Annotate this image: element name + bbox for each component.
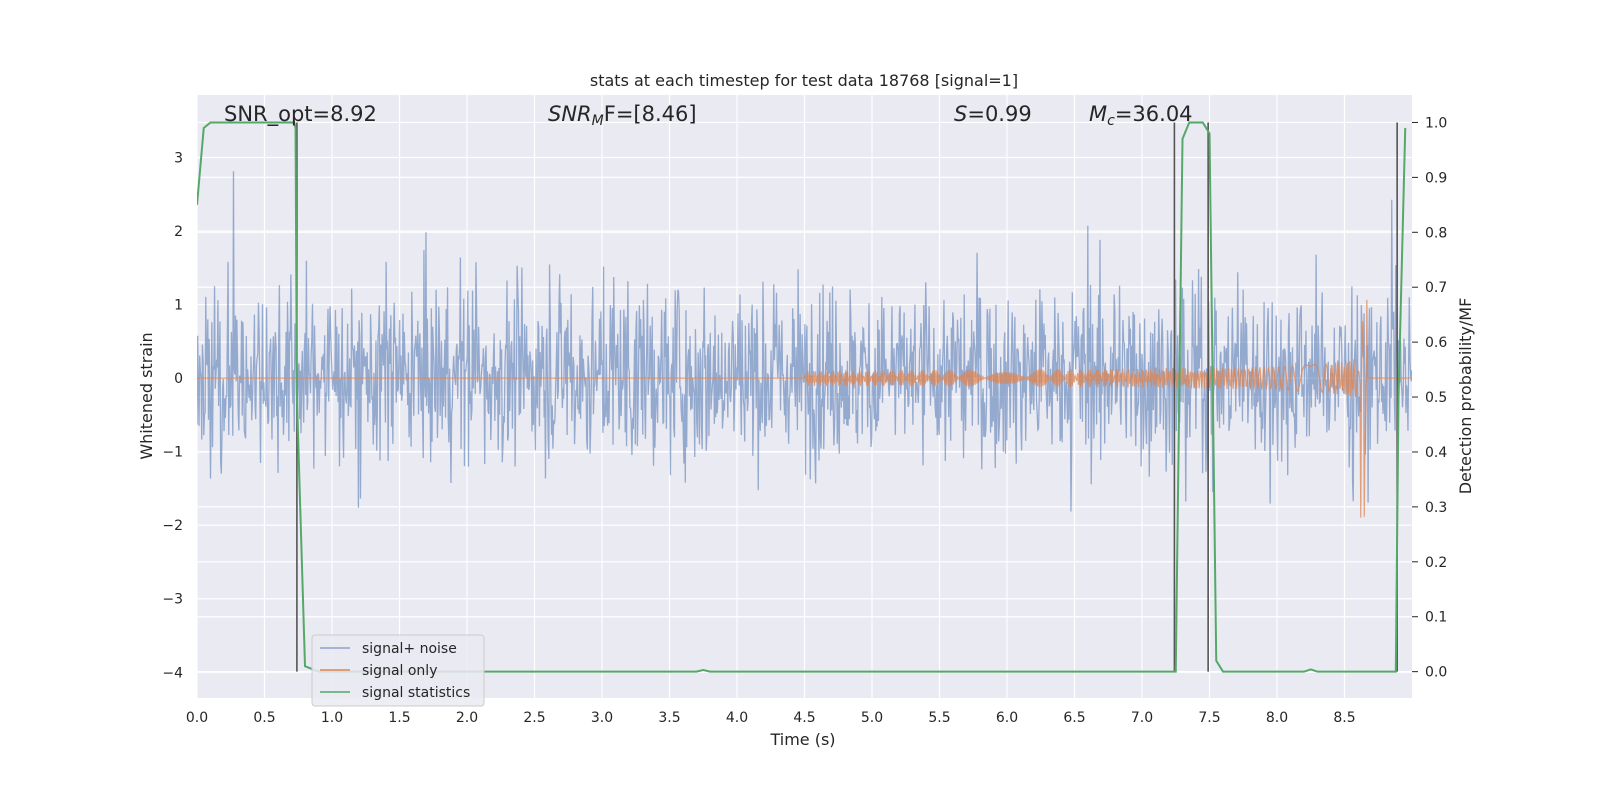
y-tick-label: 3 [174,151,183,167]
stats-line [197,121,1407,673]
annotation-snr-mf-label: SNR [548,102,592,126]
y2-tick-label: 0.1 [1425,610,1447,626]
x-tick-label: 0.5 [253,710,275,726]
annotation-mc: Mc=36.04 [1089,102,1193,129]
x-tick-label: 6.5 [1063,710,1085,726]
y-tick-label: −4 [162,665,183,681]
x-tick-label: 8.0 [1266,710,1288,726]
y2-tick-label: 0.6 [1425,335,1447,351]
x-axis-label: Time (s) [769,730,835,749]
x-tick-label: 2.5 [523,710,545,726]
y2-tick-label: 1.0 [1425,115,1447,131]
x-tick-label: 3.5 [658,710,680,726]
x-tick-label: 5.5 [928,710,950,726]
y2-tick-label: 0.4 [1425,445,1447,461]
series-signal-only [197,299,1412,518]
x-tick-label: 6.0 [996,710,1018,726]
legend-box [311,634,485,707]
annotation-s-value: =0.99 [967,102,1031,126]
series-signal-statistics [197,121,1407,673]
y-tick-label: 2 [174,224,183,240]
x-tick-label: 7.0 [1131,710,1153,726]
y-axis-ticks: −4 −3 −2 −1 0 1 2 3 [162,151,183,682]
annotation-snr-mf-sub: M [592,113,604,129]
x-tick-label: 5.0 [861,710,883,726]
chart-title: stats at each timestep for test data 187… [590,71,1018,90]
y2-tick-label: 0.9 [1425,170,1447,186]
x-tick-label: 4.0 [726,710,748,726]
x-tick-label: 4.5 [793,710,815,726]
annotation-mc-value: =36.04 [1115,102,1193,126]
y2-tick-label: 0.8 [1425,225,1447,241]
y2-axis-ticks: 0.0 0.1 0.2 0.3 0.4 0.5 0.6 0.7 0.8 0.9 1.0 [1412,115,1447,681]
x-tick-label: 7.5 [1198,710,1220,726]
annotation-s: S=0.99 [954,102,1032,126]
y2-axis-label: Detection probability/MF [1456,298,1475,495]
y2-tick-label: 0.0 [1425,665,1447,681]
y-tick-label: −3 [162,592,183,608]
legend-label-stats: signal statistics [362,685,470,701]
legend-label-noise: signal+ noise [362,641,457,657]
annotation-s-label: S [954,102,967,126]
legend: signal+ noise signal only signal statist… [311,634,485,707]
y-tick-label: −2 [162,518,183,534]
x-tick-label: 8.5 [1333,710,1355,726]
annotation-mc-label: M [1089,102,1107,126]
y2-tick-label: 0.7 [1425,280,1447,296]
y2-tick-label: 0.5 [1425,390,1447,406]
annotation-snr-mf: SNRMF=[8.46] [548,102,697,129]
signal-line [197,299,1412,518]
x-tick-label: 3.0 [591,710,613,726]
y-tick-label: −1 [162,445,183,461]
annotation-snr-opt: SNR_opt=8.92 [224,102,377,127]
y2-tick-label: 0.2 [1425,555,1447,571]
x-tick-label: 2.0 [456,710,478,726]
y-tick-label: 1 [174,298,183,314]
y2-tick-label: 0.3 [1425,500,1447,516]
annotation-mc-sub: c [1107,113,1115,129]
x-tick-label: 1.5 [388,710,410,726]
x-axis-ticks: 0.0 0.5 1.0 1.5 2.0 2.5 3.0 3.5 4.0 4.5 5.0 5.5 6.0 6… [186,710,1356,726]
x-tick-label: 0.0 [186,710,208,726]
y-axis-label: Whitened strain [137,332,156,459]
legend-label-signal: signal only [362,663,437,679]
x-tick-label: 1.0 [321,710,343,726]
y-tick-label: 0 [174,371,183,387]
annotation-snr-mf-rest: F=[8.46] [604,102,697,126]
